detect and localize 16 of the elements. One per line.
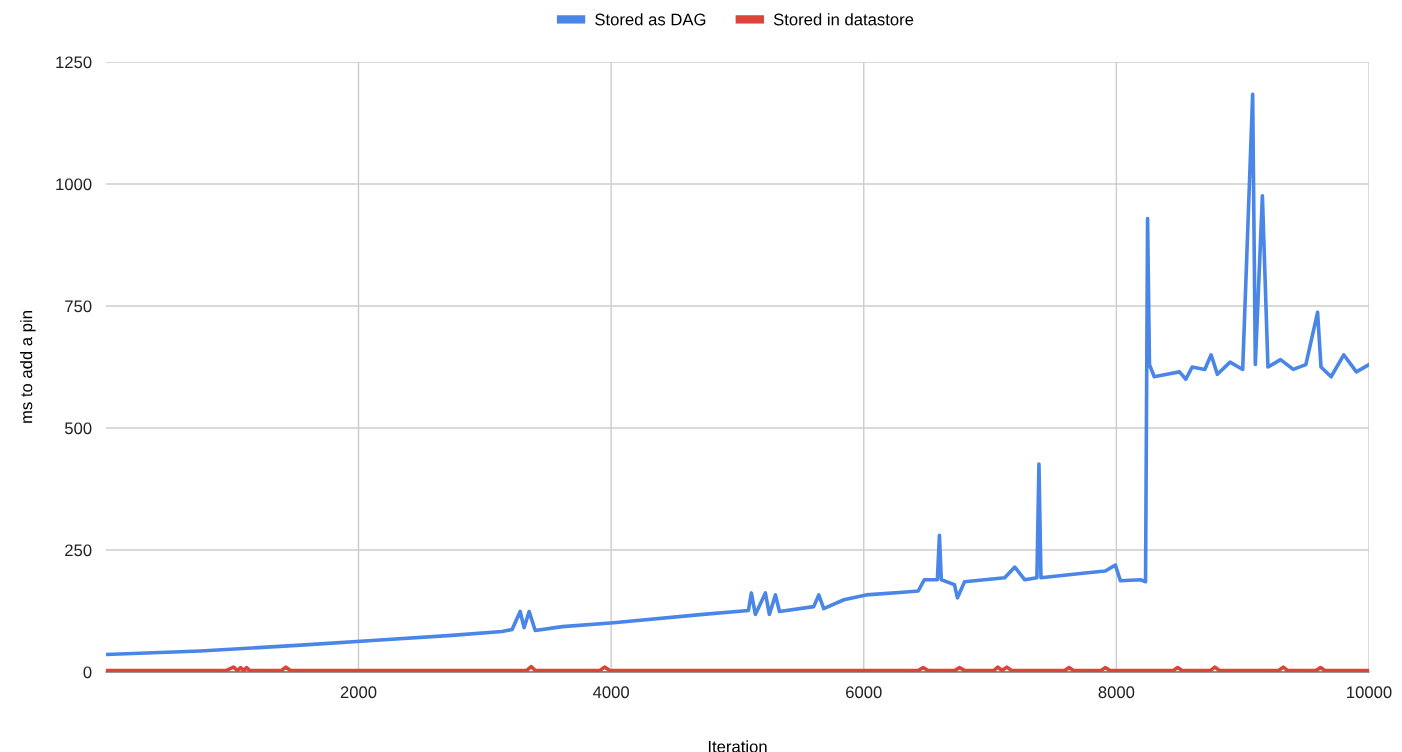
x-tick-label: 10000 — [1347, 686, 1392, 699]
y-tick-label: 500 — [64, 422, 92, 435]
y-tick-label: 1000 — [56, 178, 92, 191]
legend-label: Stored as DAG — [595, 13, 706, 26]
y-tick-label: 0 — [83, 666, 92, 679]
x-tick-label: 6000 — [846, 686, 882, 699]
x-axis-title: Iteration — [708, 740, 767, 752]
y-tick-label: 250 — [65, 544, 92, 557]
y-tick-label: 750 — [65, 300, 92, 313]
x-tick-label: 8000 — [1098, 686, 1135, 699]
x-tick-label: 4000 — [592, 686, 630, 699]
y-axis-title: ms to add a pin — [20, 311, 36, 423]
legend-label: Stored in datastore — [773, 13, 914, 26]
x-tick-label: 2000 — [340, 686, 377, 699]
line-series — [106, 92, 1369, 657]
y-tick-label: 1250 — [56, 56, 92, 69]
